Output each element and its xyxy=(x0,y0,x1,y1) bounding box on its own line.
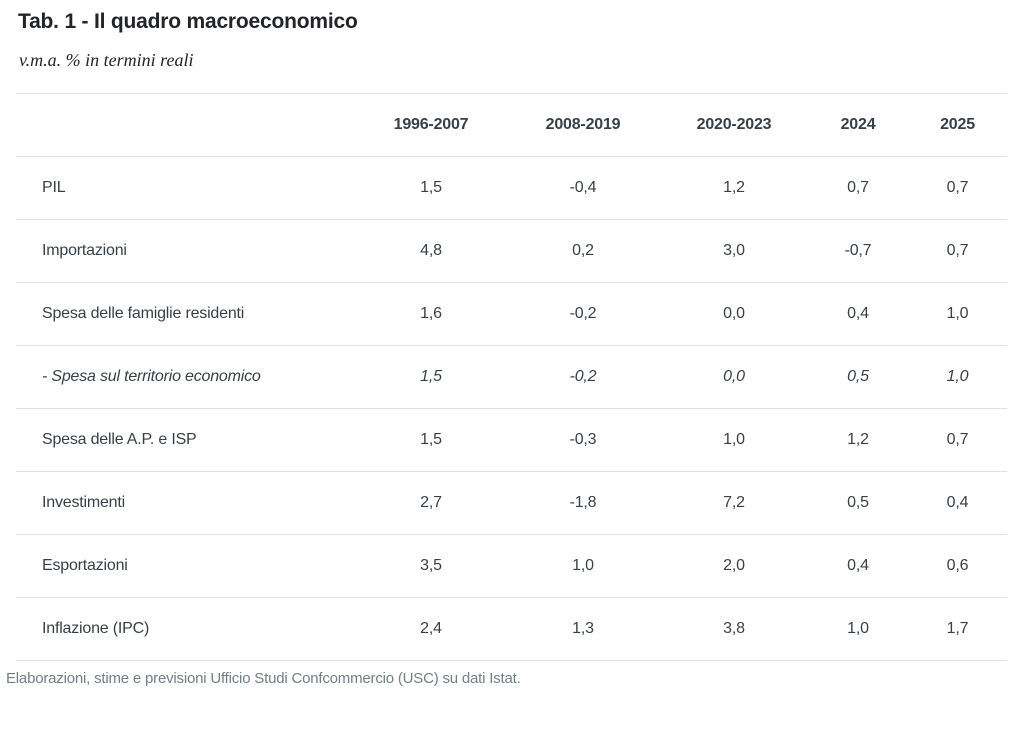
column-header: 2020-2023 xyxy=(660,93,808,157)
footnote: Elaborazioni, stime e previsioni Ufficio… xyxy=(6,670,521,687)
cell-value: 1,5 xyxy=(356,156,506,220)
cell-value: 0,7 xyxy=(908,408,1007,472)
cell-value: 1,0 xyxy=(808,597,908,661)
cell-value: 2,4 xyxy=(356,597,506,661)
cell-value: 2,0 xyxy=(660,534,808,598)
cell-value: -0,2 xyxy=(506,282,660,346)
page-title: Tab. 1 - Il quadro macroeconomico xyxy=(18,10,358,33)
page-subtitle: v.m.a. % in termini reali xyxy=(19,50,194,70)
table-row: Spesa delle famiglie residenti 1,6 -0,2 0,0… xyxy=(16,282,1007,346)
column-header: 2025 xyxy=(908,93,1007,157)
cell-value: 0,4 xyxy=(808,534,908,598)
cell-value: -0,7 xyxy=(808,219,908,283)
cell-value: 0,0 xyxy=(660,282,808,346)
table-row: - Spesa sul territorio economico 1,5 -0,2 0… xyxy=(16,345,1007,409)
cell-value: -0,4 xyxy=(506,156,660,220)
row-label: Investimenti xyxy=(16,471,356,535)
table-row: Esportazioni 3,5 1,0 2,0 0,4 0,6 xyxy=(16,534,1007,598)
cell-value: 0,7 xyxy=(808,156,908,220)
cell-value: 1,5 xyxy=(356,408,506,472)
cell-value: 0,4 xyxy=(908,471,1007,535)
cell-value: 0,4 xyxy=(808,282,908,346)
cell-value: 3,5 xyxy=(356,534,506,598)
cell-value: 3,8 xyxy=(660,597,808,661)
cell-value: 1,6 xyxy=(356,282,506,346)
row-label-header xyxy=(16,93,356,157)
table-row: Importazioni 4,8 0,2 3,0 -0,7 0,7 xyxy=(16,219,1007,283)
cell-value: 1,0 xyxy=(908,345,1007,409)
cell-value: 0,2 xyxy=(506,219,660,283)
column-header: 2024 xyxy=(808,93,908,157)
row-label: Importazioni xyxy=(16,219,356,283)
column-header: 1996-2007 xyxy=(356,93,506,157)
cell-value: 0,0 xyxy=(660,345,808,409)
macro-table: 1996-2007 2008-2019 2020-2023 2024 2025 PIL 1… xyxy=(16,93,1007,661)
cell-value: 0,5 xyxy=(808,471,908,535)
table-row: PIL 1,5 -0,4 1,2 0,7 0,7 xyxy=(16,156,1007,220)
cell-value: -0,3 xyxy=(506,408,660,472)
cell-value: 1,2 xyxy=(808,408,908,472)
cell-value: 7,2 xyxy=(660,471,808,535)
cell-value: 1,2 xyxy=(660,156,808,220)
cell-value: 1,0 xyxy=(908,282,1007,346)
cell-value: 1,0 xyxy=(660,408,808,472)
table-header-row: 1996-2007 2008-2019 2020-2023 2024 2025 xyxy=(16,93,1007,157)
cell-value: 0,5 xyxy=(808,345,908,409)
row-label: Spesa delle famiglie residenti xyxy=(16,282,356,346)
cell-value: 0,7 xyxy=(908,219,1007,283)
table-row: Spesa delle A.P. e ISP 1,5 -0,3 1,0 1,2 0,7 xyxy=(16,408,1007,472)
column-header: 2008-2019 xyxy=(506,93,660,157)
row-label: Esportazioni xyxy=(16,534,356,598)
cell-value: 1,7 xyxy=(908,597,1007,661)
cell-value: -0,2 xyxy=(506,345,660,409)
cell-value: 1,3 xyxy=(506,597,660,661)
table-row: Inflazione (IPC) 2,4 1,3 3,8 1,0 1,7 xyxy=(16,597,1007,661)
row-label: Spesa delle A.P. e ISP xyxy=(16,408,356,472)
cell-value: 1,5 xyxy=(356,345,506,409)
cell-value: 2,7 xyxy=(356,471,506,535)
cell-value: -1,8 xyxy=(506,471,660,535)
cell-value: 0,6 xyxy=(908,534,1007,598)
row-label: Inflazione (IPC) xyxy=(16,597,356,661)
table-row: Investimenti 2,7 -1,8 7,2 0,5 0,4 xyxy=(16,471,1007,535)
row-label: PIL xyxy=(16,156,356,220)
row-label: - Spesa sul territorio economico xyxy=(16,345,356,409)
cell-value: 0,7 xyxy=(908,156,1007,220)
cell-value: 3,0 xyxy=(660,219,808,283)
cell-value: 4,8 xyxy=(356,219,506,283)
cell-value: 1,0 xyxy=(506,534,660,598)
